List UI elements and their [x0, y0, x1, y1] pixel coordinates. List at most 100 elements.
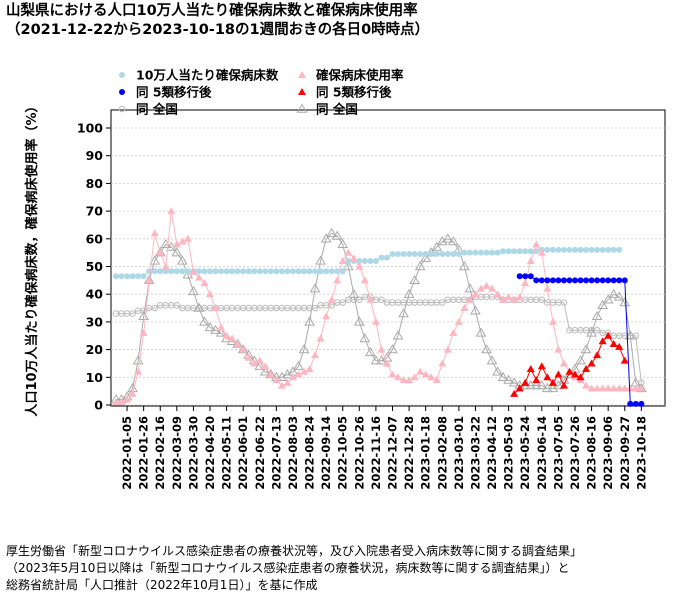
beds-national-point [129, 310, 136, 317]
usage-yamanashi-point [360, 276, 369, 284]
beds-yamanashi-point [472, 249, 479, 256]
usage-yamanashi-point [112, 398, 120, 406]
usage-yamanashi-point [244, 353, 253, 361]
x-tick-label: 2023-08-16 [585, 416, 599, 490]
beds-yamanashi-point [433, 251, 440, 258]
usage-yamanashi-point [394, 373, 403, 381]
usage-yamanashi-point [172, 240, 181, 248]
usage-yamanashi-point [493, 290, 502, 298]
usage-post-point [593, 351, 602, 359]
usage-yamanashi-point [631, 384, 640, 392]
beds-national-point [356, 296, 363, 304]
beds-yamanashi-point [240, 268, 247, 275]
beds-yamanashi-point [124, 273, 131, 280]
usage-yamanashi-point [228, 334, 237, 342]
x-tick-label: 2022-06-01 [236, 416, 250, 490]
usage-national-point [541, 382, 553, 393]
beds-yamanashi-point [483, 249, 490, 256]
usage-national-point [586, 327, 597, 337]
beds-post-point [544, 277, 551, 284]
usage-national-point [530, 380, 542, 390]
x-tick-label: 2023-05-03 [502, 416, 516, 490]
usage-yamanashi-point [532, 240, 541, 248]
beds-national-point [173, 301, 181, 309]
x-tick-label: 2023-03-01 [452, 416, 466, 490]
beds-yamanashi-point [361, 257, 368, 264]
beds-yamanashi-point [616, 246, 623, 253]
legend-marker [296, 103, 308, 113]
usage-yamanashi-point [145, 276, 154, 284]
usage-yamanashi-point [526, 256, 535, 264]
beds-post-point [583, 277, 590, 284]
usage-post-point [532, 376, 541, 384]
beds-yamanashi-point [323, 268, 330, 275]
usage-yamanashi-point [626, 384, 635, 392]
usage-national-point [597, 299, 609, 309]
x-tick-label: 2022-07-13 [269, 416, 283, 490]
usage-national-point [503, 374, 515, 384]
beds-national-point [538, 296, 546, 304]
usage-national-point [481, 344, 492, 354]
usage-yamanashi-point [637, 384, 646, 392]
usage-national-point [376, 355, 387, 365]
beds-post-point [632, 400, 639, 407]
beds-yamanashi-point [207, 268, 214, 275]
usage-post-point [526, 364, 535, 372]
beds-yamanashi-point [135, 273, 142, 280]
usage-yamanashi-point [609, 384, 618, 392]
beds-national-point [339, 299, 347, 306]
usage-yamanashi-point [283, 378, 292, 386]
beds-yamanashi-point [395, 251, 402, 258]
usage-yamanashi-point [405, 376, 414, 384]
usage-post-point [559, 381, 568, 389]
usage-post-point [598, 337, 607, 345]
beds-post-point [621, 277, 628, 284]
usage-yamanashi-point [399, 376, 408, 384]
usage-yamanashi-point [438, 359, 447, 367]
beds-post-point [627, 400, 634, 407]
beds-yamanashi-point [610, 246, 617, 253]
beds-national-point [438, 299, 446, 306]
usage-yamanashi-point [311, 351, 320, 359]
usage-yamanashi-point [543, 284, 552, 292]
usage-national-point [403, 288, 415, 298]
usage-yamanashi-point [371, 317, 380, 325]
beds-yamanashi-point [295, 268, 302, 275]
usage-post-point [554, 370, 563, 378]
usage-national-point [154, 247, 166, 257]
usage-yamanashi-point [349, 254, 358, 262]
usage-national-point [431, 241, 443, 251]
usage-post-point [582, 364, 591, 372]
y-tick-label: 40 [86, 287, 104, 302]
legend-label: 確保病床使用率 [316, 68, 404, 83]
usage-national-point [293, 360, 304, 370]
usage-national-point [232, 338, 244, 348]
usage-yamanashi-point [233, 340, 242, 348]
source-line-1: 厚生労働省「新型コロナウイルス感染症患者の療養状況等，及び入院患者受入病床数等に… [6, 544, 583, 558]
title-line-1: 山梨県における人口10万人当たり確保病床数と確保病床使用率 [6, 3, 418, 19]
usage-yamanashi-point [322, 312, 331, 320]
legend-marker [119, 72, 125, 78]
beds-yamanashi-point [516, 248, 523, 255]
usage-national-point [420, 252, 432, 262]
legend-label: 同 全国 [136, 102, 178, 117]
beds-yamanashi-point [356, 257, 363, 264]
beds-yamanashi-point [555, 246, 562, 253]
usage-national-point [591, 310, 603, 321]
usage-yamanashi-point [377, 345, 386, 353]
usage-yamanashi-point [548, 317, 557, 325]
y-axis-label: 人口10万人当たり確保病床数，確保病床使用率（%） [24, 99, 40, 416]
beds-yamanashi-point [245, 268, 252, 275]
usage-post-point [510, 389, 519, 397]
beds-yamanashi-point [173, 268, 180, 275]
usage-post-point [521, 378, 530, 386]
beds-yamanashi-point [389, 251, 396, 258]
x-tick-label: 2023-01-18 [419, 416, 433, 490]
beds-yamanashi-point [522, 248, 529, 255]
usage-yamanashi-point [294, 370, 303, 378]
beds-yamanashi-point [571, 246, 578, 253]
beds-yamanashi-point [372, 257, 379, 264]
usage-national-point [149, 255, 161, 265]
usage-national-point [353, 316, 365, 326]
usage-national-point [370, 355, 382, 365]
